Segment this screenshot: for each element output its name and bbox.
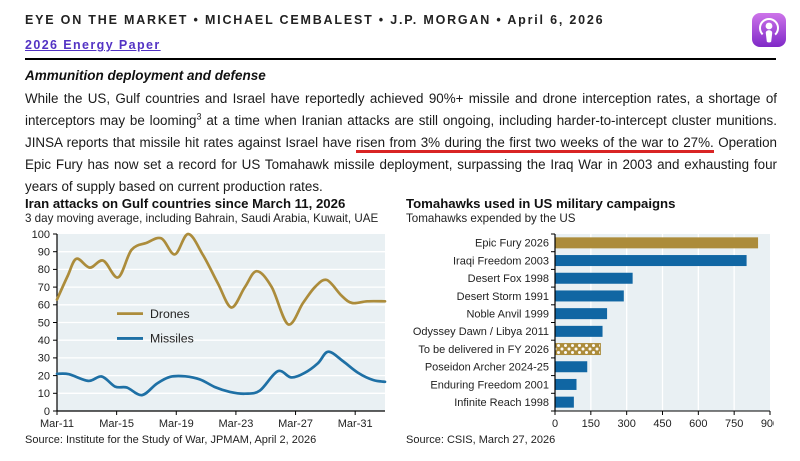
svg-text:600: 600	[689, 418, 707, 430]
red-underlined-text: risen from 3% during the first two weeks…	[356, 134, 714, 153]
svg-text:Desert Fox 1998: Desert Fox 1998	[468, 273, 549, 285]
svg-text:0: 0	[552, 418, 558, 430]
legend-drones: Drones	[150, 307, 190, 321]
energy-paper-link[interactable]: 2026 Energy Paper	[25, 38, 161, 52]
bar-2	[555, 272, 633, 284]
bar-8	[555, 378, 577, 390]
footnote-ref: 3	[196, 111, 202, 122]
svg-text:Mar-27: Mar-27	[278, 418, 313, 430]
svg-text:90: 90	[38, 247, 50, 259]
bar-5	[555, 325, 603, 337]
bar-1	[555, 255, 747, 267]
svg-text:Epic Fury 2026: Epic Fury 2026	[475, 238, 549, 250]
svg-text:Enduring Freedom 2001: Enduring Freedom 2001	[430, 379, 549, 391]
paragraph-text: While the US, Gulf countries and Israel …	[25, 91, 777, 128]
svg-text:150: 150	[582, 418, 600, 430]
bar-chart-source: Source: CSIS, March 27, 2026	[406, 434, 556, 446]
svg-text:To be delivered in FY 2026: To be delivered in FY 2026	[418, 344, 549, 356]
paragraph-text: at a time when Iranian attacks are still…	[25, 112, 777, 150]
svg-text:Odyssey Dawn / Libya 2011: Odyssey Dawn / Libya 2011	[413, 326, 549, 338]
svg-text:900: 900	[761, 418, 774, 430]
svg-text:450: 450	[653, 418, 671, 430]
drones-series-line	[55, 232, 387, 326]
svg-text:Infinite Reach 1998: Infinite Reach 1998	[454, 397, 549, 409]
document-header: EYE ON THE MARKET • MICHAEL CEMBALEST • …	[25, 13, 605, 27]
body-paragraph: While the US, Gulf countries and Israel …	[25, 88, 777, 198]
header-divider	[25, 58, 776, 60]
svg-text:70: 70	[38, 282, 50, 294]
bar-chart-title: Tomahawks used in US military campaigns	[406, 196, 676, 211]
section-heading: Ammunition deployment and defense	[25, 68, 266, 83]
line-chart-source: Source: Institute for the Study of War, …	[25, 434, 317, 446]
svg-text:10: 10	[38, 388, 50, 400]
svg-text:Mar-23: Mar-23	[218, 418, 253, 430]
svg-text:750: 750	[725, 418, 743, 430]
svg-text:50: 50	[38, 317, 50, 329]
apple-podcasts-icon[interactable]	[752, 13, 786, 47]
svg-text:300: 300	[617, 418, 635, 430]
bar-9	[555, 396, 574, 408]
bar-chart-block: Tomahawks used in US military campaigns …	[406, 196, 788, 446]
line-chart-title: Iran attacks on Gulf countries since Mar…	[25, 196, 346, 211]
line-chart-block: Iran attacks on Gulf countries since Mar…	[25, 196, 407, 446]
svg-text:Poseidon Archer 2024-25: Poseidon Archer 2024-25	[425, 362, 549, 374]
svg-text:Mar-31: Mar-31	[338, 418, 373, 430]
bar-7	[555, 361, 588, 373]
svg-text:Noble Anvil 1999: Noble Anvil 1999	[466, 308, 549, 320]
podcast-glyph	[759, 18, 779, 43]
missiles-series-line	[55, 350, 387, 397]
bar-6	[554, 343, 601, 356]
svg-text:20: 20	[38, 370, 50, 382]
bar-3	[555, 290, 624, 302]
svg-text:Iraqi Freedom 2003: Iraqi Freedom 2003	[453, 255, 549, 267]
bar-0	[555, 237, 759, 249]
svg-text:Mar-11: Mar-11	[40, 418, 74, 430]
line-chart-subtitle: 3 day moving average, including Bahrain,…	[25, 212, 379, 225]
line-chart-plot: 0 10 20 30 40 50 60 70 80 90 100 Mar-11 Mar-15 Mar-19…	[32, 229, 387, 430]
bar-chart-plot: Epic Fury 2026 Iraqi Freedom 2003 Desert F…	[413, 233, 774, 430]
svg-text:Mar-15: Mar-15	[99, 418, 134, 430]
svg-text:Mar-19: Mar-19	[159, 418, 194, 430]
paragraph-text: Operation Epic Fury has now set a record…	[25, 134, 777, 194]
bar-chart-subtitle: Tomahawks expended by the US	[406, 212, 576, 225]
svg-text:100: 100	[32, 229, 50, 241]
svg-text:Desert Storm 1991: Desert Storm 1991	[457, 291, 549, 303]
svg-text:0: 0	[44, 406, 50, 418]
bar-4	[555, 308, 608, 320]
svg-text:60: 60	[38, 300, 50, 312]
svg-text:80: 80	[38, 264, 50, 276]
svg-text:40: 40	[38, 335, 50, 347]
legend-missiles: Missiles	[150, 332, 194, 346]
svg-text:30: 30	[38, 353, 50, 365]
